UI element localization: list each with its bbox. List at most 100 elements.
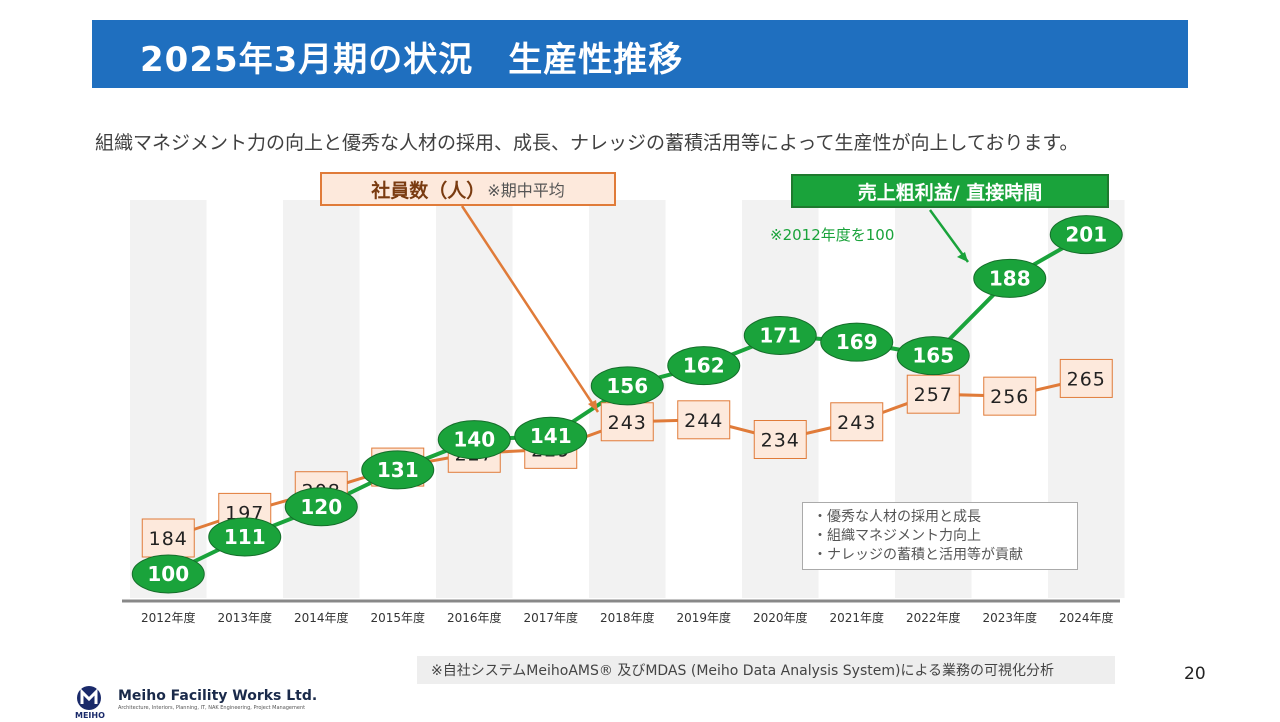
x-tick-label: 2020年度 bbox=[753, 610, 808, 625]
x-tick-label: 2023年度 bbox=[982, 610, 1037, 625]
factor-item: ・優秀な人材の採用と成長 bbox=[813, 509, 981, 525]
productivity-series-label: 売上粗利益/ 直接時間 bbox=[791, 174, 1109, 208]
column-stripe bbox=[283, 200, 360, 598]
title-bar: 2025年3月期の状況 生産性推移 bbox=[92, 20, 1188, 88]
x-tick-label: 2019年度 bbox=[676, 610, 731, 625]
productivity-value-label: 162 bbox=[683, 354, 725, 378]
company-tagline: Architecture, Interiors, Planning, IT, N… bbox=[118, 705, 306, 711]
productivity-data-point: 100 bbox=[131, 554, 205, 594]
productivity-data-point: 162 bbox=[667, 346, 741, 386]
productivity-callout-arrow bbox=[928, 209, 970, 263]
productivity-value-label: 171 bbox=[759, 323, 801, 347]
employee-value-box bbox=[906, 374, 960, 414]
productivity-data-point: 111 bbox=[208, 517, 282, 557]
productivity-data-point: 188 bbox=[973, 258, 1047, 298]
employee-data-point: 243 bbox=[600, 402, 654, 442]
productivity-value-marker bbox=[131, 554, 205, 594]
productivity-value-label: 140 bbox=[453, 428, 495, 452]
productivity-data-point: 169 bbox=[820, 322, 894, 362]
employee-value-box bbox=[1059, 358, 1113, 398]
productivity-value-marker bbox=[667, 346, 741, 386]
x-tick-label: 2012年度 bbox=[141, 610, 196, 625]
productivity-value-label: 141 bbox=[530, 424, 572, 448]
productivity-value-marker bbox=[361, 450, 435, 490]
x-tick-label: 2014年度 bbox=[294, 610, 349, 625]
productivity-value-marker bbox=[590, 366, 664, 406]
productivity-data-point: 156 bbox=[590, 366, 664, 406]
employee-data-point: 184 bbox=[141, 518, 195, 558]
employee-data-point: 257 bbox=[906, 374, 960, 414]
productivity-value-marker bbox=[1049, 215, 1123, 255]
x-tick-label: 2015年度 bbox=[370, 610, 425, 625]
employee-value-label: 265 bbox=[1067, 368, 1106, 390]
productivity-value-label: 111 bbox=[224, 525, 266, 549]
svg-text:MEIHO: MEIHO bbox=[75, 711, 105, 720]
footnote: ※自社システムMeihoAMS® 及びMDAS (Meiho Data Anal… bbox=[417, 656, 1115, 684]
productivity-data-point: 171 bbox=[743, 315, 817, 355]
employee-data-point: 256 bbox=[983, 376, 1037, 416]
employee-legend-note: ※期中平均 bbox=[487, 181, 565, 200]
x-tick-label: 2013年度 bbox=[217, 610, 272, 625]
employee-series-label: 社員数（人） ※期中平均 bbox=[320, 172, 616, 206]
employee-value-box bbox=[830, 402, 884, 442]
employee-legend-main: 社員数（人） bbox=[371, 179, 486, 202]
column-stripe bbox=[436, 200, 513, 598]
employee-value-box bbox=[677, 400, 731, 440]
productivity-value-label: 188 bbox=[989, 266, 1031, 290]
employee-value-label: 244 bbox=[684, 410, 723, 432]
factor-item: ・組織マネジメント力向上 bbox=[813, 528, 981, 544]
productivity-value-marker bbox=[437, 420, 511, 460]
page-title: 2025年3月期の状況 生産性推移 bbox=[140, 40, 684, 80]
productivity-data-point: 131 bbox=[361, 450, 435, 490]
employee-value-label: 256 bbox=[990, 386, 1029, 408]
subtitle: 組織マネジメント力の向上と優秀な人材の採用、成長、ナレッジの蓄積活用等によって生… bbox=[95, 132, 1079, 154]
productivity-value-label: 165 bbox=[912, 344, 954, 368]
productivity-value-label: 169 bbox=[836, 330, 878, 354]
productivity-value-label: 120 bbox=[300, 495, 342, 519]
x-tick-label: 2024年度 bbox=[1059, 610, 1114, 625]
employee-value-box bbox=[753, 420, 807, 459]
productivity-data-point: 140 bbox=[437, 420, 511, 460]
employee-value-box bbox=[141, 518, 195, 558]
company-name: Meiho Facility Works Ltd. bbox=[118, 688, 318, 704]
productivity-arrowhead bbox=[957, 252, 968, 262]
productivity-value-marker bbox=[284, 487, 358, 527]
productivity-value-label: 131 bbox=[377, 458, 419, 482]
employee-value-label: 243 bbox=[837, 412, 876, 434]
employee-value-label: 184 bbox=[149, 528, 188, 550]
employee-value-box bbox=[983, 376, 1037, 416]
page-number: 20 bbox=[1184, 664, 1206, 684]
factor-item: ・ナレッジの蓄積と活用等が貢献 bbox=[813, 547, 1023, 563]
productivity-value-label: 201 bbox=[1065, 223, 1107, 247]
productivity-data-point: 201 bbox=[1049, 215, 1123, 255]
productivity-value-marker bbox=[208, 517, 282, 557]
productivity-data-point: 120 bbox=[284, 487, 358, 527]
productivity-value-marker bbox=[743, 315, 817, 355]
x-tick-label: 2016年度 bbox=[447, 610, 502, 625]
employee-data-point: 234 bbox=[753, 420, 807, 459]
x-tick-label: 2021年度 bbox=[829, 610, 884, 625]
employee-data-point: 244 bbox=[677, 400, 731, 440]
employee-arrowhead bbox=[588, 400, 598, 412]
x-tick-label: 2022年度 bbox=[906, 610, 961, 625]
productivity-value-marker bbox=[896, 336, 970, 376]
company-logo-icon: MEIHO bbox=[75, 686, 105, 720]
employee-value-label: 234 bbox=[761, 430, 800, 452]
x-tick-label: 2018年度 bbox=[600, 610, 655, 625]
employee-data-point: 243 bbox=[830, 402, 884, 442]
productivity-value-marker bbox=[820, 322, 894, 362]
productivity-value-label: 156 bbox=[606, 374, 648, 398]
productivity-value-label: 100 bbox=[147, 562, 189, 586]
contributing-factors-box: ・優秀な人材の採用と成長 ・組織マネジメント力向上 ・ナレッジの蓄積と活用等が貢… bbox=[802, 502, 1078, 570]
productivity-data-point: 141 bbox=[514, 416, 588, 456]
productivity-value-marker bbox=[514, 416, 588, 456]
employee-callout-arrow bbox=[460, 205, 600, 413]
productivity-value-marker bbox=[973, 258, 1047, 298]
employee-value-label: 257 bbox=[914, 384, 953, 406]
employee-data-point: 265 bbox=[1059, 358, 1113, 398]
productivity-data-point: 165 bbox=[896, 336, 970, 376]
employee-value-label: 243 bbox=[608, 412, 647, 434]
base-year-note: ※2012年度を100 bbox=[770, 226, 895, 244]
x-tick-label: 2017年度 bbox=[523, 610, 578, 625]
